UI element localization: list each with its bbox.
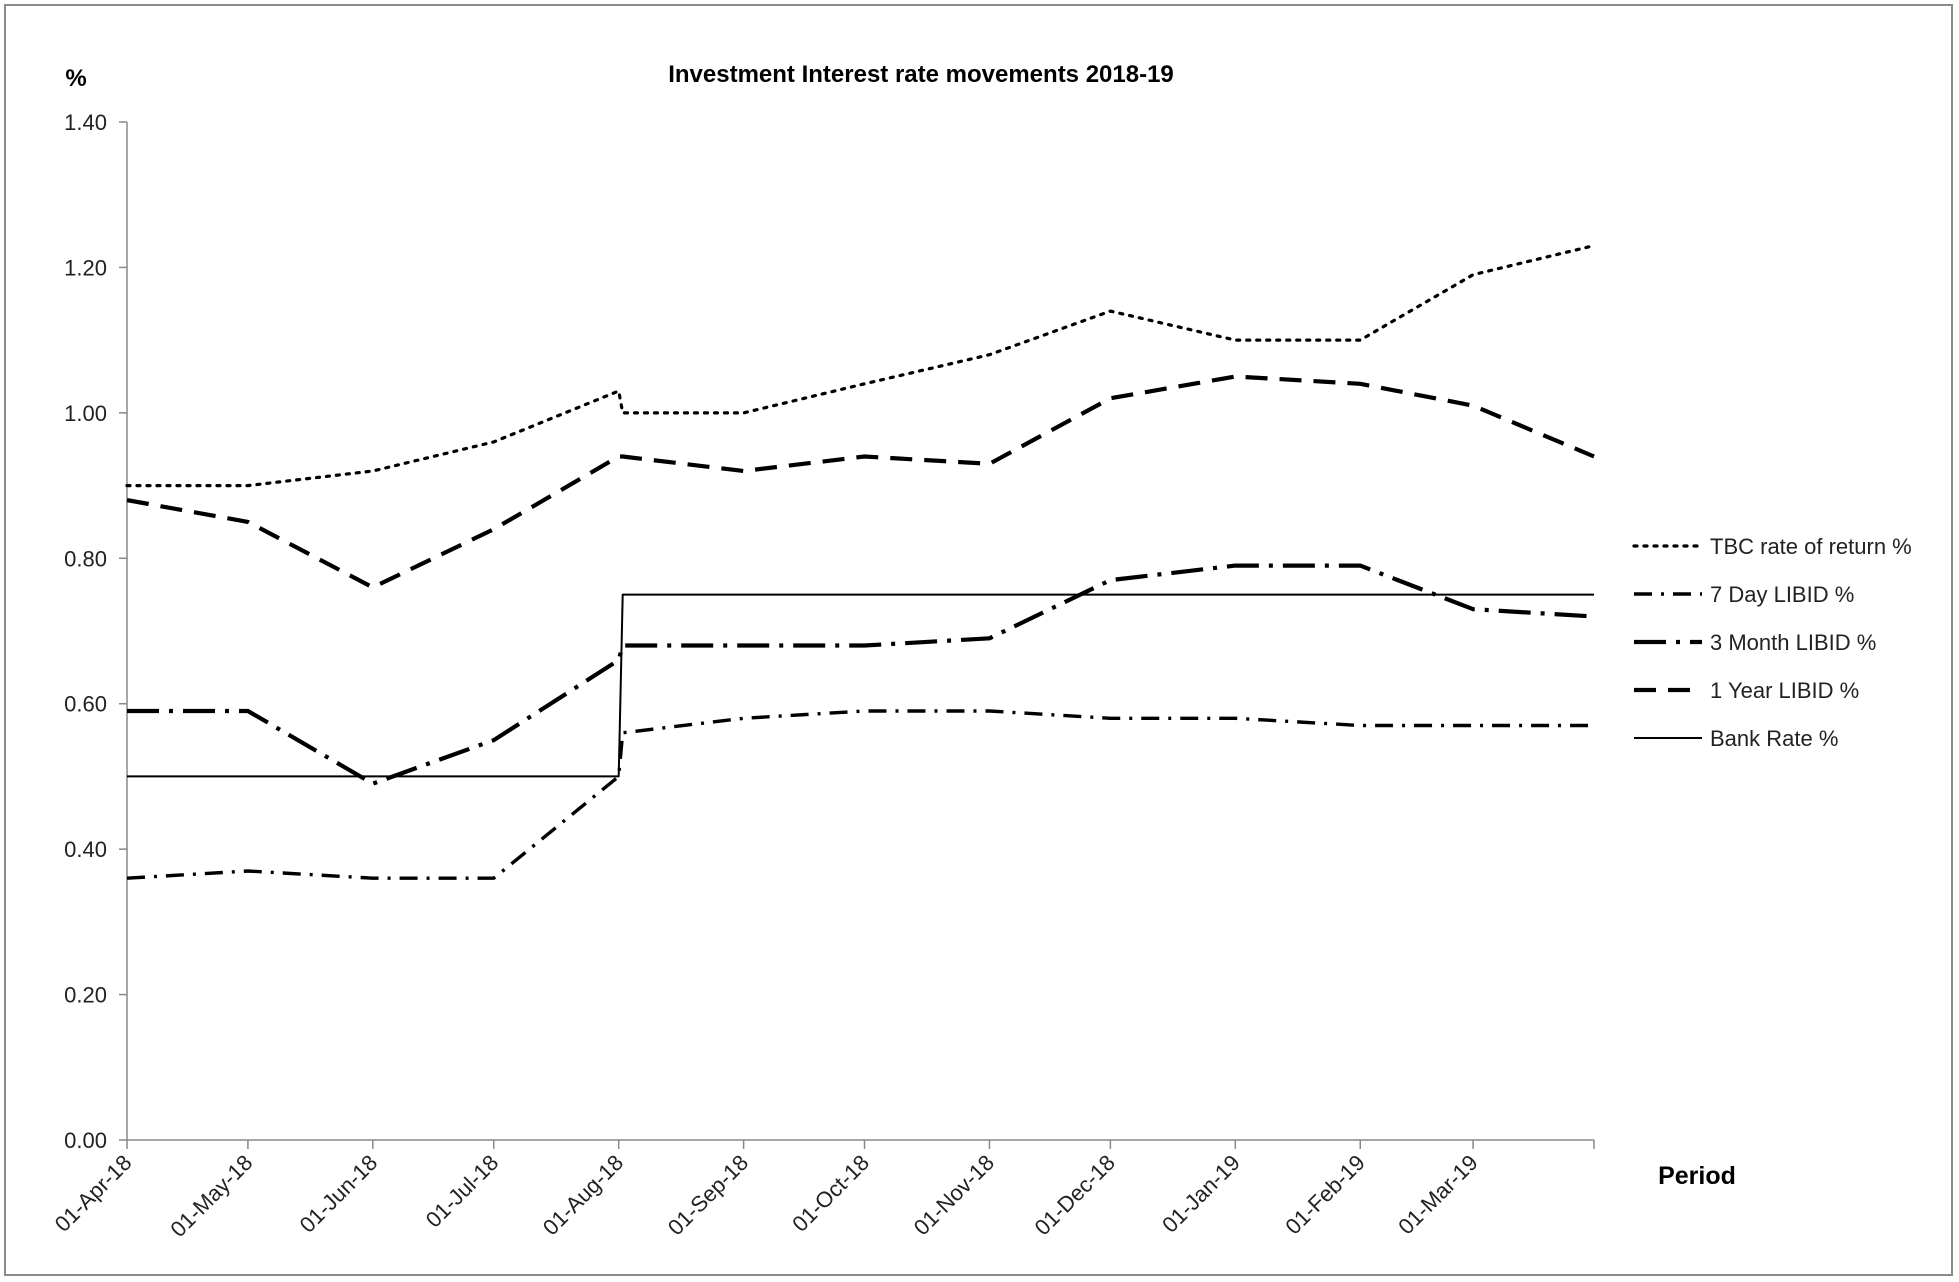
x-tick-label: 01-Feb-19 <box>1280 1150 1369 1239</box>
x-tick-label: 01-Jan-19 <box>1157 1150 1245 1238</box>
y-tick-label: 0.40 <box>64 837 107 862</box>
y-tick-label: 0.80 <box>64 546 107 571</box>
chart-frame <box>4 4 1953 1276</box>
legend-label-1: TBC rate of return % <box>1710 534 1912 559</box>
y-tick-label: 0.20 <box>64 983 107 1008</box>
legend-label-5: Bank Rate % <box>1710 726 1838 751</box>
x-axis-label: Period <box>1658 1162 1736 1190</box>
x-tick-label: 01-Nov-18 <box>909 1150 999 1240</box>
legend-label-3: 3 Month LIBID % <box>1710 630 1876 655</box>
y-axis-label: % <box>65 65 86 92</box>
x-tick-label: 01-Sep-18 <box>663 1150 753 1240</box>
series-line-1 <box>125 244 1596 488</box>
chart-title: Investment Interest rate movements 2018-… <box>668 61 1174 88</box>
x-tick-label: 01-Dec-18 <box>1030 1150 1120 1240</box>
x-tick-label: 01-Oct-18 <box>787 1150 874 1237</box>
series-line-3 <box>127 563 1595 786</box>
x-tick-label: 01-Jun-18 <box>295 1150 383 1238</box>
y-tick-label: 0.00 <box>64 1128 107 1153</box>
y-tick-label: 1.40 <box>64 110 107 135</box>
x-tick-label: 01-May-18 <box>165 1150 257 1242</box>
legend-label-4: 1 Year LIBID % <box>1710 678 1859 703</box>
series-line-2 <box>126 709 1594 880</box>
series-line-5 <box>127 593 1594 778</box>
x-tick-label: 01-Mar-19 <box>1393 1150 1482 1239</box>
series-line-4 <box>126 374 1595 590</box>
x-tick-label: 01-Apr-18 <box>50 1150 137 1237</box>
y-tick-label: 0.60 <box>64 692 107 717</box>
y-tick-label: 1.00 <box>64 401 107 426</box>
x-tick-label: 01-Jul-18 <box>421 1150 504 1233</box>
x-tick-label: 01-Aug-18 <box>538 1150 628 1240</box>
legend-label-2: 7 Day LIBID % <box>1710 582 1854 607</box>
y-tick-label: 1.20 <box>64 255 107 280</box>
